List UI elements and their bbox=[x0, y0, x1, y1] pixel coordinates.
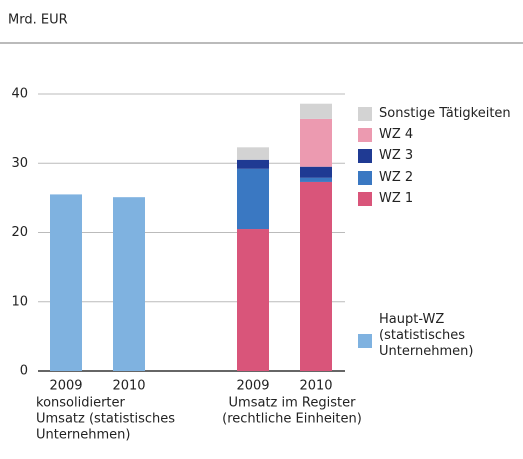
bar-segment bbox=[300, 118, 332, 167]
legend-label: WZ 2 bbox=[379, 170, 414, 185]
bar-segment bbox=[237, 147, 269, 160]
legend-label: Haupt-WZ (statistisches Unternehmen) bbox=[379, 312, 474, 359]
group-label: (rechtliche Einheiten) bbox=[222, 412, 362, 427]
legend-swatch bbox=[358, 149, 372, 163]
bar-segment bbox=[113, 197, 145, 371]
bar-segment bbox=[300, 181, 332, 371]
group-label: konsolidierter bbox=[36, 396, 126, 411]
bar-segment bbox=[237, 229, 269, 371]
y-tick-label: 10 bbox=[11, 294, 28, 309]
bar-segment bbox=[237, 159, 269, 169]
x-tick-label: 2010 bbox=[112, 379, 145, 394]
group-label: Unternehmen) bbox=[36, 428, 130, 443]
bar-segment bbox=[300, 177, 332, 182]
y-axis-label: Mrd. EUR bbox=[8, 13, 68, 28]
group-label: Umsatz im Register bbox=[229, 396, 357, 411]
legend-swatch bbox=[358, 107, 372, 121]
legend-label: Sonstige Tätigkeiten bbox=[379, 106, 511, 121]
legend-label: WZ 3 bbox=[379, 148, 414, 163]
legend-entry: WZ 1 bbox=[358, 191, 413, 207]
legend-entry: WZ 3 bbox=[358, 148, 413, 164]
legend-entry: WZ 4 bbox=[358, 127, 413, 143]
bar-segment bbox=[237, 168, 269, 230]
bar-segment bbox=[300, 166, 332, 178]
y-tick-label: 20 bbox=[11, 225, 28, 240]
legend-entry: WZ 2 bbox=[358, 170, 413, 186]
y-tick-label: 40 bbox=[11, 87, 28, 102]
legend-label: WZ 1 bbox=[379, 191, 414, 206]
legend-entry: Sonstige Tätigkeiten bbox=[358, 106, 511, 122]
legend-swatch bbox=[358, 192, 372, 206]
legend-entry: Haupt-WZ (statistisches Unternehmen) bbox=[358, 312, 478, 360]
legend-swatch bbox=[358, 334, 372, 348]
legend-swatch bbox=[358, 128, 372, 142]
x-tick-label: 2010 bbox=[299, 379, 332, 394]
x-tick-label: 2009 bbox=[49, 379, 82, 394]
group-label: Umsatz (statistisches bbox=[36, 412, 175, 427]
bar-segment bbox=[50, 194, 82, 371]
legend-label: WZ 4 bbox=[379, 127, 414, 142]
x-tick-label: 2009 bbox=[236, 379, 269, 394]
y-tick-label: 30 bbox=[11, 156, 28, 171]
legend-swatch bbox=[358, 171, 372, 185]
bar-segment bbox=[300, 103, 332, 119]
y-tick-label: 0 bbox=[20, 364, 28, 379]
